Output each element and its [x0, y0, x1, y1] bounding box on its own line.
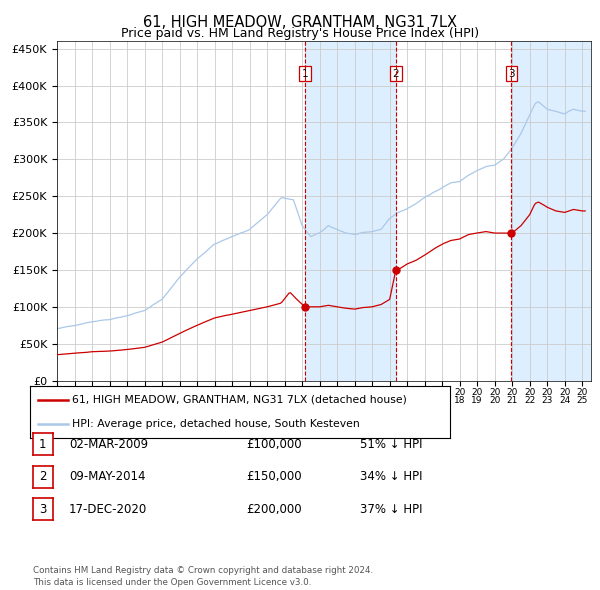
- Text: 37% ↓ HPI: 37% ↓ HPI: [360, 503, 422, 516]
- Text: £100,000: £100,000: [246, 438, 302, 451]
- Bar: [305, 41, 396, 381]
- Text: 1: 1: [302, 68, 308, 78]
- Text: 09-MAY-2014: 09-MAY-2014: [69, 470, 146, 483]
- Text: 3: 3: [508, 68, 515, 78]
- Text: 02-MAR-2009: 02-MAR-2009: [69, 438, 148, 451]
- Text: 2: 2: [392, 68, 399, 78]
- Text: 61, HIGH MEADOW, GRANTHAM, NG31 7LX (detached house): 61, HIGH MEADOW, GRANTHAM, NG31 7LX (det…: [72, 395, 407, 405]
- Text: 34% ↓ HPI: 34% ↓ HPI: [360, 470, 422, 483]
- Text: 51% ↓ HPI: 51% ↓ HPI: [360, 438, 422, 451]
- Text: 2: 2: [39, 470, 47, 483]
- Text: 61, HIGH MEADOW, GRANTHAM, NG31 7LX: 61, HIGH MEADOW, GRANTHAM, NG31 7LX: [143, 15, 457, 30]
- Text: 1: 1: [39, 438, 47, 451]
- Bar: [511, 41, 591, 381]
- Text: HPI: Average price, detached house, South Kesteven: HPI: Average price, detached house, Sout…: [72, 419, 360, 429]
- Text: Contains HM Land Registry data © Crown copyright and database right 2024.
This d: Contains HM Land Registry data © Crown c…: [33, 566, 373, 587]
- Text: 17-DEC-2020: 17-DEC-2020: [69, 503, 147, 516]
- Text: 3: 3: [39, 503, 47, 516]
- Text: Price paid vs. HM Land Registry's House Price Index (HPI): Price paid vs. HM Land Registry's House …: [121, 27, 479, 40]
- Text: £200,000: £200,000: [246, 503, 302, 516]
- Text: £150,000: £150,000: [246, 470, 302, 483]
